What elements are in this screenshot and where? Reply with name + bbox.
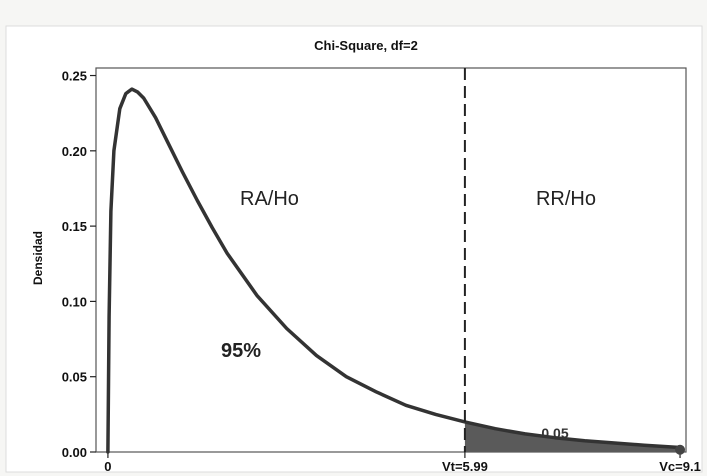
y-tick-label: 0.15 xyxy=(62,219,87,234)
x-tick-label: Vc=9.1 xyxy=(659,459,701,474)
y-tick-label: 0.00 xyxy=(62,445,87,460)
x-axis: 0 Vt=5.99 Vc=9.1 xyxy=(104,452,701,474)
y-axis-label: Densidad xyxy=(31,231,45,285)
rejection-region-label: RR/Ho xyxy=(536,188,596,210)
x-tick-label: Vt=5.99 xyxy=(442,459,488,474)
density-curve xyxy=(106,87,682,454)
chart-title: Chi-Square, df=2 xyxy=(314,38,418,53)
acceptance-label-ho: /Ho xyxy=(268,188,299,210)
plot-area xyxy=(95,67,687,453)
y-tick-label: 0.20 xyxy=(62,144,87,159)
x-tick-label: 0 xyxy=(104,459,111,474)
acceptance-percentage-label: 95% xyxy=(221,340,261,362)
acceptance-label-ra: RA xyxy=(240,188,268,210)
acceptance-region-label: RA/Ho xyxy=(240,188,299,210)
y-axis: 0.00 0.05 0.10 0.15 0.20 0.25 xyxy=(62,69,96,460)
rejection-area-label: 0.05 xyxy=(541,425,568,441)
y-tick-label: 0.25 xyxy=(62,69,87,84)
y-tick-label: 0.10 xyxy=(62,294,87,309)
observed-value-marker xyxy=(675,444,686,455)
y-tick-label: 0.05 xyxy=(62,370,87,385)
